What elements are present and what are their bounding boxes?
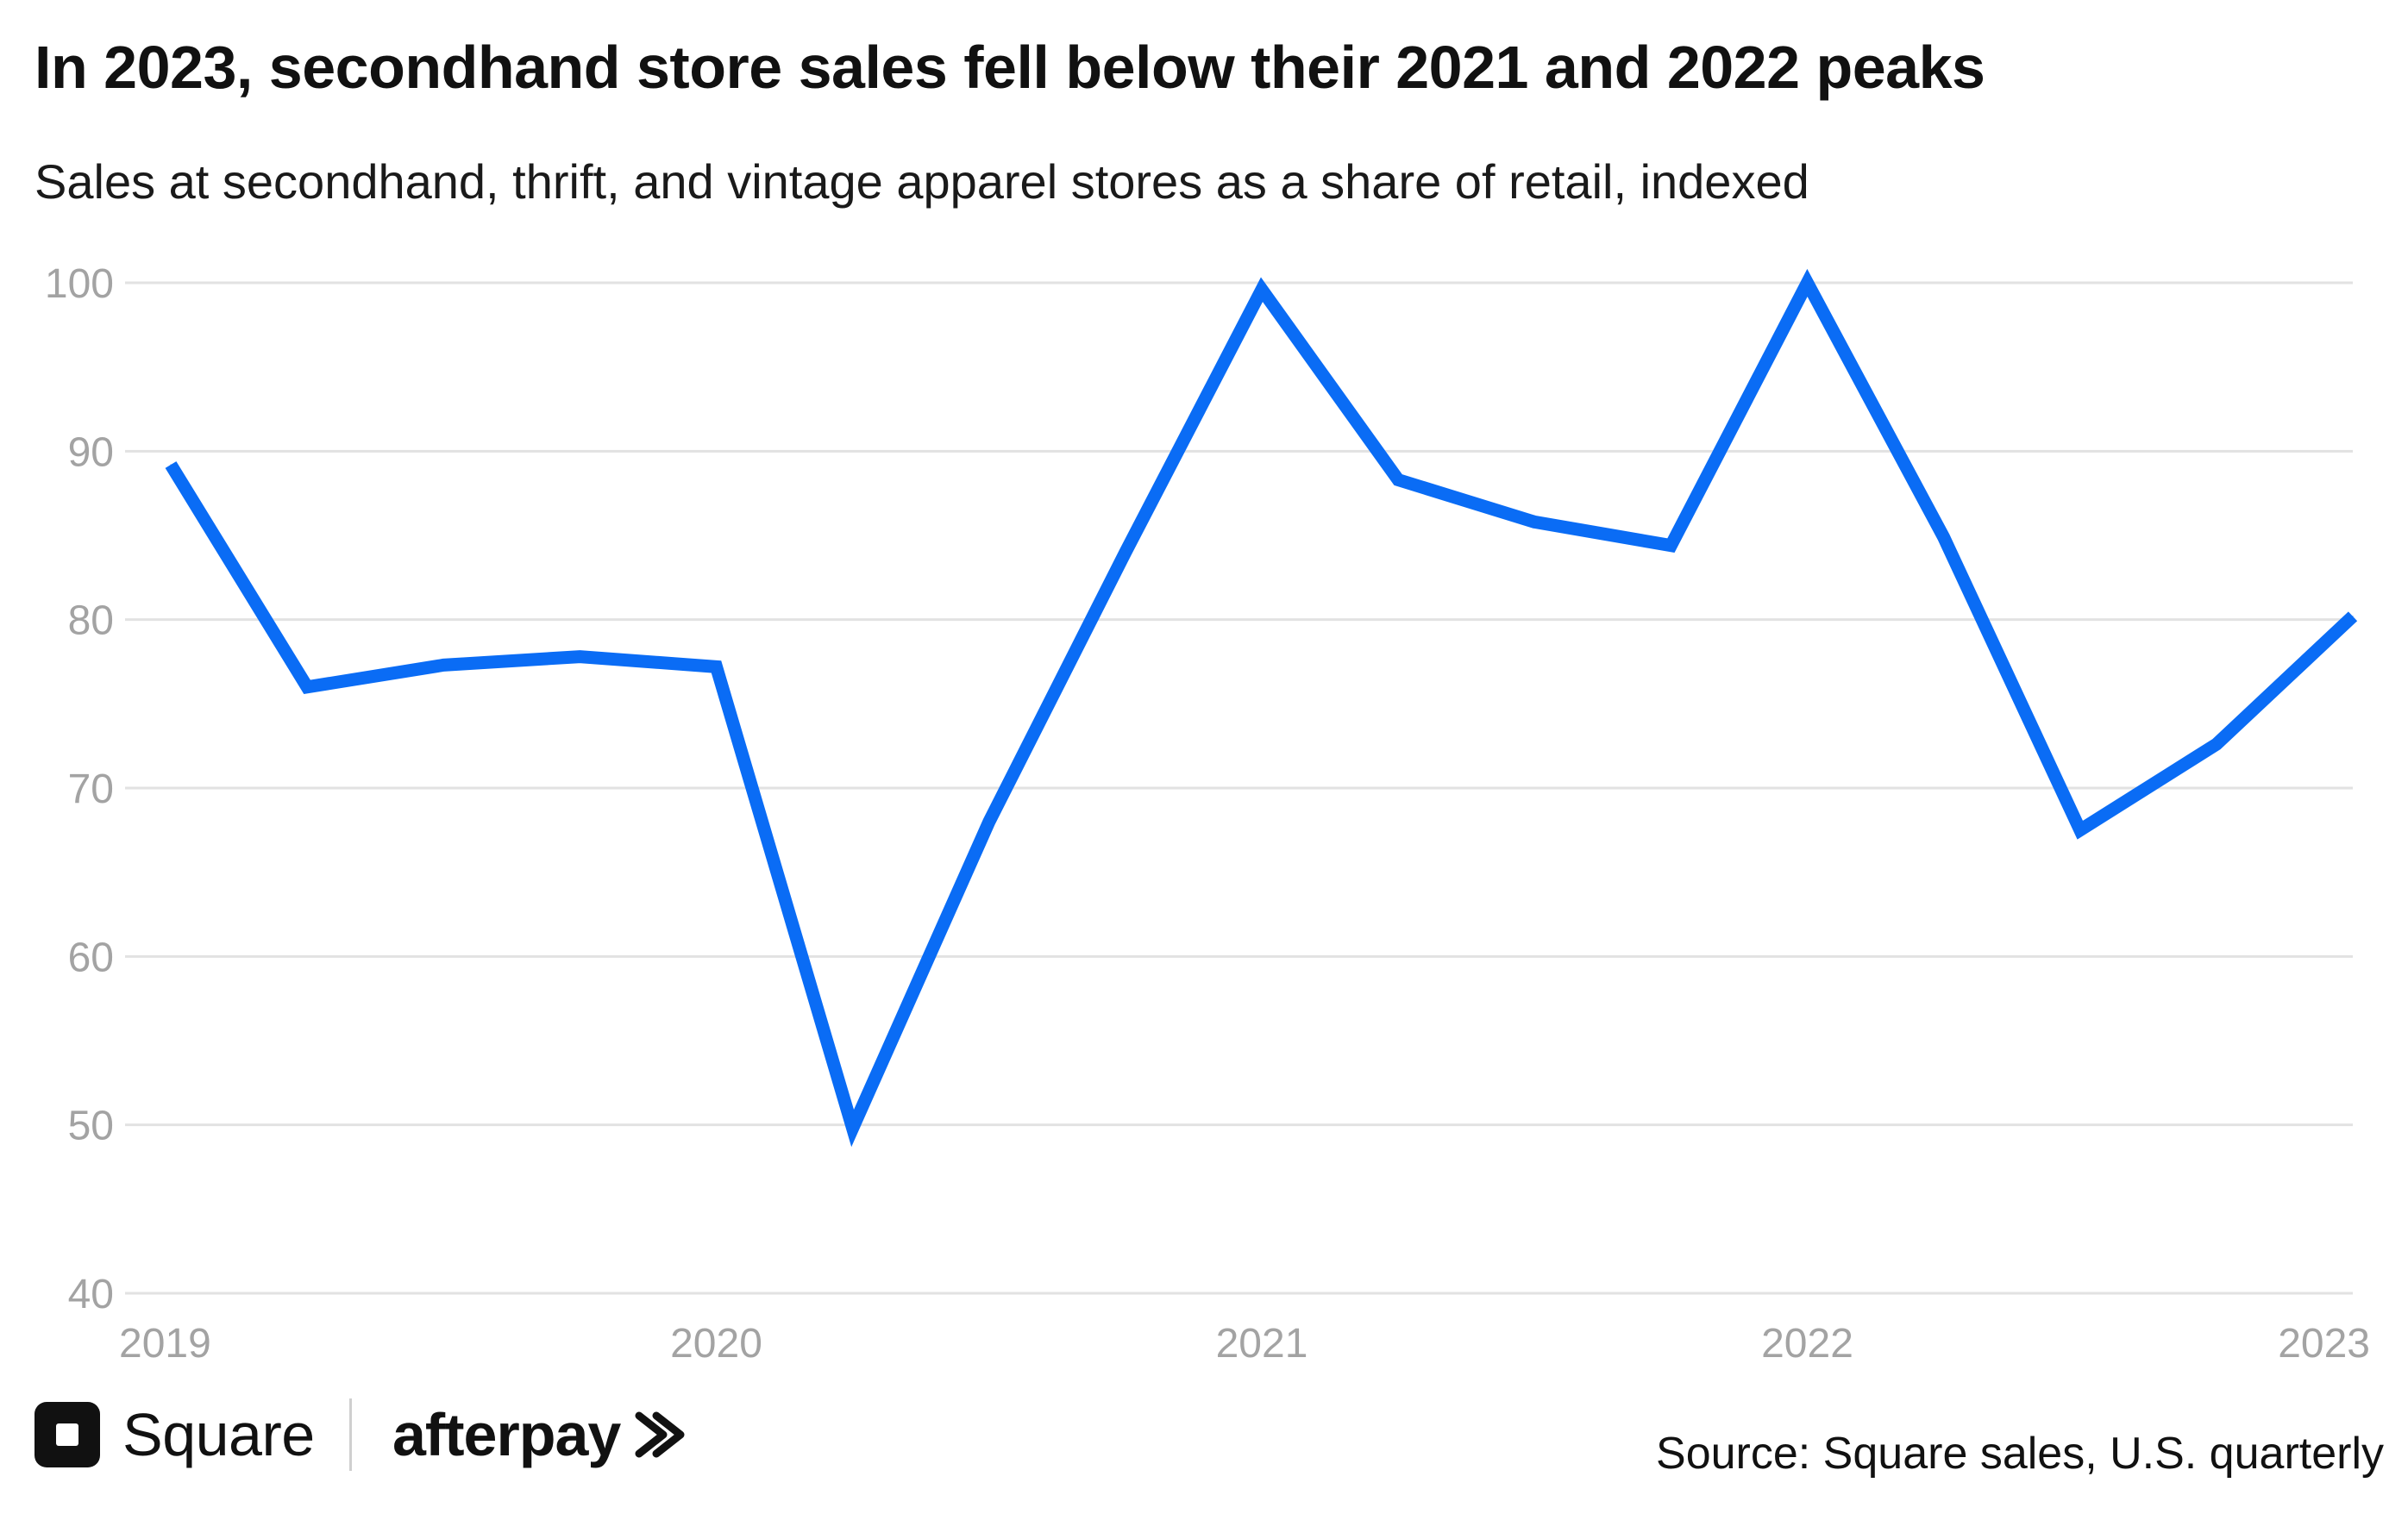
x-axis-ticks: 2019 2020 2021 2022 2023	[119, 1321, 2370, 1367]
series-layer	[165, 268, 2358, 1148]
y-tick-label: 100	[45, 261, 114, 307]
data-point	[2216, 743, 2217, 745]
square-brand: Square	[34, 1400, 315, 1469]
x-tick-label: 2019	[119, 1321, 211, 1367]
y-tick-label: 40	[68, 1272, 114, 1317]
data-point	[1397, 479, 1399, 480]
data-point	[170, 464, 172, 466]
afterpay-brand-label: afterpay	[392, 1401, 621, 1468]
chart-subtitle: Sales at secondhand, thrift, and vintage…	[34, 154, 1809, 209]
data-point	[306, 686, 308, 688]
y-tick-label: 90	[68, 429, 114, 475]
source-note: Source: Square sales, U.S. quarterly	[1656, 1429, 2384, 1479]
data-point	[1125, 552, 1126, 553]
square-brand-label: Square	[122, 1401, 315, 1468]
grid-layer	[125, 281, 2353, 1295]
brand-divider	[349, 1398, 352, 1471]
x-tick-label: 2021	[1216, 1321, 1308, 1367]
square-logo-icon	[34, 1402, 100, 1467]
data-point	[988, 821, 990, 823]
data-point	[716, 666, 717, 667]
y-axis-ticks: 40 50 60 70 80 90 100	[45, 261, 114, 1317]
y-tick-label: 50	[68, 1104, 114, 1149]
data-point	[2079, 829, 2081, 831]
afterpay-arrows-icon	[635, 1411, 685, 1458]
y-tick-label: 80	[68, 598, 114, 644]
x-tick-label: 2023	[2278, 1321, 2370, 1367]
data-point	[1807, 282, 1808, 284]
y-tick-label: 60	[68, 935, 114, 980]
x-tick-label: 2022	[1761, 1321, 1853, 1367]
series-line-0	[165, 268, 2358, 1148]
data-point	[852, 1128, 854, 1129]
x-tick-label: 2020	[670, 1321, 762, 1367]
chart-title: In 2023, secondhand store sales fell bel…	[34, 34, 1985, 101]
y-tick-label: 70	[68, 766, 114, 812]
data-point	[1943, 536, 1945, 538]
data-point	[1261, 289, 1263, 291]
data-point	[442, 664, 444, 666]
afterpay-brand: afterpay	[392, 1400, 694, 1469]
line-chart: 40 50 60 70 80 90 100 2019 2020 2021 2022 2023	[45, 261, 2370, 1367]
